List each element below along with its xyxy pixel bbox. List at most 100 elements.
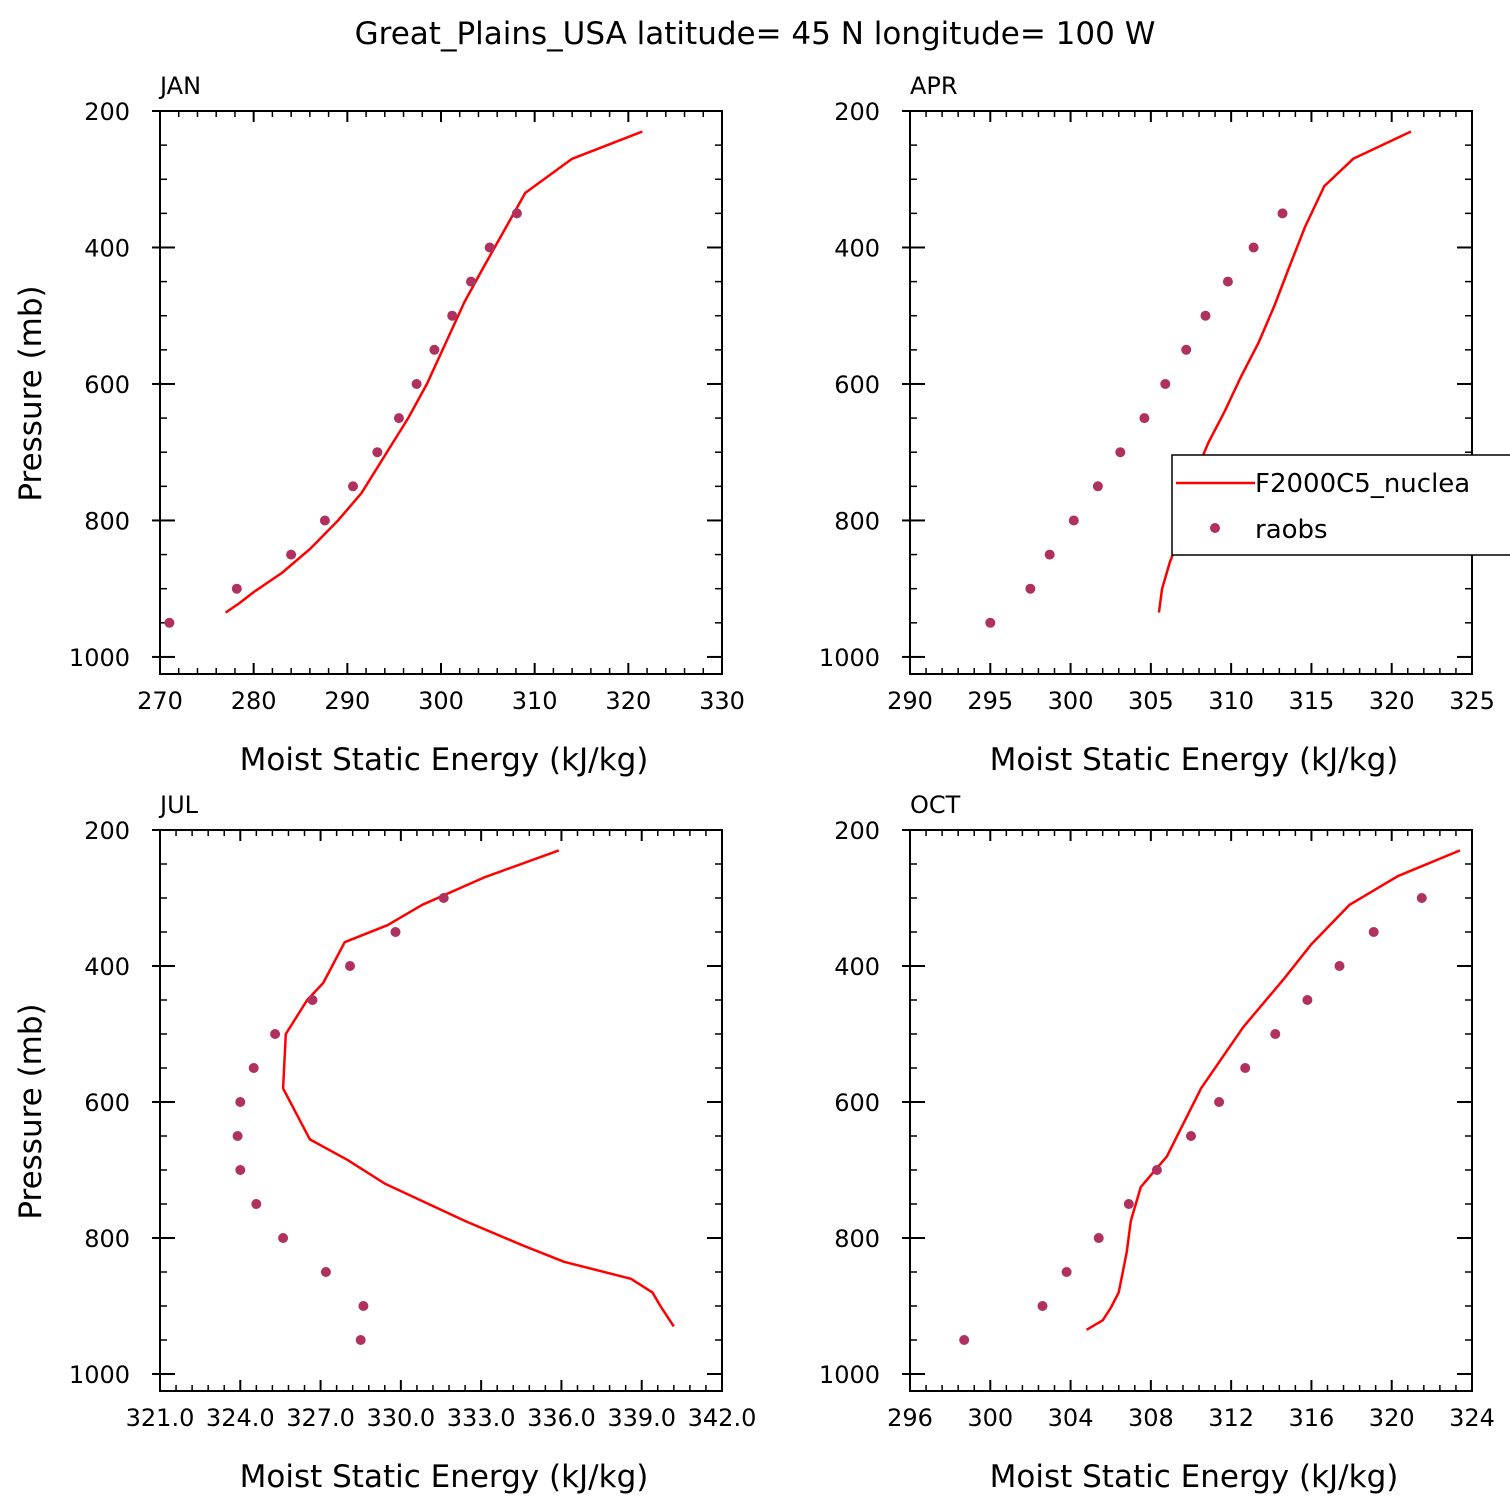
obs-data-point xyxy=(320,1267,331,1277)
x-tick-label: 308 xyxy=(1128,1404,1174,1432)
plot-frame xyxy=(909,110,1473,675)
legend: F2000C5_nuclea raobs xyxy=(1171,454,1510,556)
obs-data-point xyxy=(466,276,476,287)
y-axis-label: Pressure (mb) xyxy=(13,285,49,501)
obs-data-point xyxy=(1139,413,1150,424)
y-tick-label: 200 xyxy=(834,98,880,126)
obs-data-point xyxy=(270,1029,281,1039)
obs-data-point xyxy=(411,379,422,389)
legend-box xyxy=(1171,454,1510,556)
obs-data-point xyxy=(251,1199,262,1209)
obs-data-point xyxy=(1092,481,1103,492)
plot-frame xyxy=(159,829,723,1392)
obs-data-point xyxy=(235,1165,246,1175)
x-tick-label: 300 xyxy=(967,1404,1013,1432)
obs-data-point xyxy=(1044,549,1055,560)
obs-data-point xyxy=(1222,276,1233,287)
x-tick-label: 304 xyxy=(1048,1404,1094,1432)
obs-data-point xyxy=(1123,1199,1134,1209)
y-tick-label: 400 xyxy=(84,234,130,262)
obs-data-point xyxy=(1160,379,1171,389)
legend-obs-label: raobs xyxy=(1255,515,1328,545)
y-axis-label: Pressure (mb) xyxy=(13,1003,49,1219)
obs-data-point xyxy=(1368,927,1379,937)
x-tick-label: 312 xyxy=(1208,1404,1254,1432)
y-tick-label: 600 xyxy=(834,1089,880,1117)
obs-data-point xyxy=(429,344,440,355)
obs-data-point xyxy=(1248,242,1259,253)
obs-data-point xyxy=(1302,995,1313,1005)
obs-data-point xyxy=(164,617,175,628)
obs-data-point xyxy=(345,961,355,971)
x-tick-label: 342.0 xyxy=(688,1404,757,1432)
obs-data-point xyxy=(1093,1233,1104,1243)
plot-frame xyxy=(909,829,1473,1392)
obs-data-point xyxy=(985,617,996,628)
obs-data-point xyxy=(393,413,404,424)
obs-data-point xyxy=(1416,893,1427,903)
obs-data-point xyxy=(1277,208,1288,219)
x-tick-label: 300 xyxy=(418,687,464,715)
obs-data-point xyxy=(1115,447,1126,458)
legend-model-label: F2000C5_nuclea xyxy=(1255,469,1470,499)
obs-data-point xyxy=(1151,1165,1162,1175)
y-tick-label: 400 xyxy=(834,234,880,262)
obs-data-point xyxy=(1068,515,1079,526)
y-tick-label: 400 xyxy=(84,953,130,981)
obs-data-point xyxy=(484,242,495,253)
x-tick-label: 280 xyxy=(231,687,277,715)
panel-oct: OCT 296 300 304 308 312 316 320 324 200 400 600 800 1… xyxy=(819,791,1495,1495)
panel-label: APR xyxy=(910,72,958,100)
panel-jan: JAN 270 280 290 300 310 320 330 200 400 600 800 1000… xyxy=(13,72,745,778)
obs-data-point xyxy=(511,208,522,219)
x-tick-label: 336.0 xyxy=(527,1404,596,1432)
y-tick-label: 200 xyxy=(84,98,130,126)
panel-label: OCT xyxy=(910,791,961,819)
plot-frame xyxy=(159,110,723,675)
x-tick-label: 330.0 xyxy=(366,1404,435,1432)
obs-data-point xyxy=(447,310,458,321)
obs-data-point xyxy=(372,447,383,458)
x-tick-label: 305 xyxy=(1128,687,1174,715)
obs-data-point xyxy=(1181,344,1192,355)
obs-data-point xyxy=(358,1301,369,1311)
x-tick-label: 339.0 xyxy=(607,1404,676,1432)
y-tick-label: 800 xyxy=(84,1225,130,1253)
x-tick-label: 321.0 xyxy=(126,1404,195,1432)
obs-data-point xyxy=(438,893,449,903)
x-tick-label: 290 xyxy=(324,687,370,715)
obs-data-point xyxy=(1186,1131,1196,1141)
panel-label: JAN xyxy=(158,72,201,100)
x-tick-label: 296 xyxy=(887,1404,933,1432)
obs-data-point xyxy=(1200,310,1211,321)
obs-data-point xyxy=(278,1233,289,1243)
obs-data-point xyxy=(319,515,330,526)
obs-data-point xyxy=(307,995,318,1005)
y-tick-label: 800 xyxy=(834,1225,880,1253)
panels-group: JAN 270 280 290 300 310 320 330 200 400 600 800 1000… xyxy=(13,72,1495,1495)
x-tick-label: 327.0 xyxy=(286,1404,355,1432)
obs-data-point xyxy=(235,1097,246,1107)
obs-data-point xyxy=(231,583,242,594)
y-tick-label: 200 xyxy=(84,817,130,845)
obs-data-point xyxy=(1270,1029,1281,1039)
obs-data-point xyxy=(1334,961,1345,971)
y-tick-label: 600 xyxy=(84,1089,130,1117)
x-tick-label: 310 xyxy=(1208,687,1254,715)
obs-data-point xyxy=(959,1335,970,1345)
y-tick-label: 400 xyxy=(834,953,880,981)
x-tick-label: 290 xyxy=(887,687,933,715)
x-tick-label: 324.0 xyxy=(206,1404,275,1432)
x-tick-label: 320 xyxy=(605,687,651,715)
y-tick-label: 1000 xyxy=(819,1361,880,1389)
x-axis-label: Moist Static Energy (kJ/kg) xyxy=(240,1459,649,1495)
x-tick-label: 324 xyxy=(1449,1404,1495,1432)
y-tick-label: 1000 xyxy=(69,644,130,672)
x-tick-label: 316 xyxy=(1289,1404,1335,1432)
model-series-line xyxy=(1085,849,1461,1331)
x-tick-label: 320 xyxy=(1369,687,1415,715)
obs-data-point xyxy=(1214,1097,1225,1107)
obs-data-point xyxy=(1025,583,1036,594)
x-axis-label: Moist Static Energy (kJ/kg) xyxy=(990,1459,1399,1495)
